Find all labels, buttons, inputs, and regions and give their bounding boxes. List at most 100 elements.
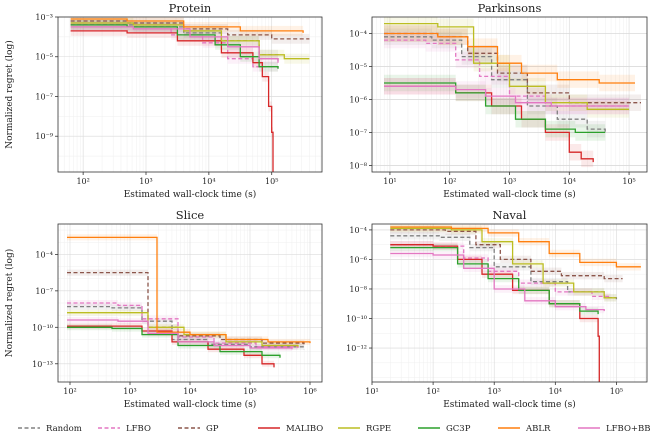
legend-label: RGPE bbox=[366, 424, 391, 434]
line-ablr bbox=[70, 18, 304, 33]
line-lfbo-plus-bb bbox=[70, 26, 279, 63]
x-tick-label: 10³ bbox=[123, 387, 136, 396]
y-tick-label: 10⁻⁷ bbox=[35, 92, 53, 101]
line-rgpe bbox=[390, 227, 617, 299]
panel-protein: 10² 10³ 10⁴ 10⁵ 10⁻³ 10⁻⁵ 10⁻⁷ 10⁻⁹ Protein Estim… bbox=[4, 1, 323, 200]
line-lfbo-plus-bb bbox=[390, 252, 605, 312]
series-group bbox=[70, 17, 310, 172]
line-lfbo bbox=[384, 39, 630, 107]
x-tick-label: 10⁵ bbox=[243, 387, 256, 396]
x-tick-label: 10³ bbox=[503, 177, 516, 186]
x-tick-label: 10² bbox=[63, 387, 76, 396]
legend-item-ablr: ABLR bbox=[498, 424, 551, 434]
plot-frame bbox=[371, 223, 648, 383]
x-tick-label: 10³ bbox=[139, 177, 152, 186]
y-tick-label: 10⁻⁹ bbox=[35, 132, 53, 141]
band-lfbo-plus-bb bbox=[390, 249, 605, 315]
y-axis-label: Normalized regret (log) bbox=[4, 40, 15, 149]
legend-label: GC3P bbox=[446, 424, 471, 434]
x-tick-label: 10⁶ bbox=[303, 387, 316, 396]
x-tick-label: 10⁴ bbox=[202, 177, 215, 186]
line-gc3p bbox=[390, 246, 599, 315]
y-tick-label: 10⁻¹⁰ bbox=[346, 315, 367, 324]
x-tick-label: 10¹ bbox=[365, 387, 378, 396]
line-malibo bbox=[390, 244, 600, 382]
band-gp bbox=[390, 226, 623, 283]
band-ablr bbox=[384, 25, 635, 92]
band-lfbo bbox=[70, 20, 278, 76]
legend-label: ABLR bbox=[525, 424, 551, 434]
y-tick-label: 10⁻⁴ bbox=[35, 250, 53, 259]
legend-item-gp: GP bbox=[178, 424, 219, 434]
legend-item-random: Random bbox=[18, 424, 82, 434]
x-tick-label: 10² bbox=[426, 387, 439, 396]
band-lfbo bbox=[384, 31, 630, 115]
legend-item-lfbo-plus-bb: LFBO+BB bbox=[578, 424, 651, 434]
band-lfbo-plus-bb bbox=[70, 22, 278, 68]
legend-item-rgpe: RGPE bbox=[338, 424, 391, 434]
grid bbox=[57, 16, 322, 172]
line-rgpe bbox=[70, 22, 310, 60]
panel-title: Slice bbox=[176, 208, 205, 222]
y-tick-label: 10⁻¹³ bbox=[32, 360, 53, 369]
line-gp bbox=[390, 229, 623, 280]
x-tick-label: 10⁴ bbox=[183, 387, 196, 396]
band-rgpe bbox=[384, 17, 630, 118]
line-ablr bbox=[390, 226, 641, 268]
series-group bbox=[384, 17, 641, 171]
panel-naval: 10¹ 10² 10³ 10⁴ 10⁵ 10⁻⁴ 10⁻⁶ 10⁻⁸ 10⁻¹⁰ 10⁻¹² Nav… bbox=[346, 208, 648, 410]
x-axis-label: Estimated wall-clock time (s) bbox=[124, 399, 257, 410]
x-tick-label: 10³ bbox=[488, 387, 501, 396]
panel-title: Protein bbox=[169, 1, 212, 15]
y-tick-label: 10⁻⁵ bbox=[35, 53, 53, 62]
panel-title: Naval bbox=[493, 208, 527, 222]
line-malibo bbox=[70, 30, 274, 172]
line-lfbo-plus-bb bbox=[67, 319, 293, 350]
x-axis-label: Estimated wall-clock time (s) bbox=[124, 189, 257, 200]
y-axis-label: Normalized regret (log) bbox=[4, 249, 15, 358]
band-random bbox=[384, 28, 606, 141]
y-tick-label: 10⁻⁴ bbox=[349, 29, 367, 38]
x-tick-label: 10² bbox=[443, 177, 456, 186]
x-axis-label: Estimated wall-clock time (s) bbox=[443, 189, 576, 200]
grid bbox=[372, 17, 647, 172]
y-tick-label: 10⁻⁵ bbox=[349, 62, 367, 71]
line-ablr bbox=[384, 32, 635, 84]
y-tick-label: 10⁻¹⁰ bbox=[32, 323, 53, 332]
panel-title: Parkinsons bbox=[478, 1, 542, 15]
plot-frame bbox=[57, 16, 323, 173]
x-tick-label: 10⁴ bbox=[563, 177, 576, 186]
panel-parkinsons: 10¹ 10² 10³ 10⁴ 10⁵ 10⁻⁴ 10⁻⁵ 10⁻⁶ 10⁻⁷ 10⁻⁸ Parki… bbox=[349, 1, 648, 200]
grid bbox=[58, 224, 322, 382]
y-tick-label: 10⁻⁷ bbox=[35, 287, 53, 296]
legend-label: Random bbox=[46, 424, 82, 434]
band-gc3p bbox=[384, 74, 606, 141]
line-gp bbox=[70, 20, 310, 40]
line-gc3p bbox=[384, 82, 606, 134]
legend-label: LFBO+BB bbox=[606, 424, 651, 434]
line-gc3p bbox=[67, 326, 281, 358]
band-random bbox=[390, 232, 617, 303]
y-tick-label: 10⁻⁸ bbox=[349, 285, 367, 294]
y-tick-label: 10⁻¹² bbox=[346, 344, 367, 353]
line-gp bbox=[67, 271, 305, 345]
band-gp bbox=[384, 25, 641, 112]
legend-item-malibo: MALIBO bbox=[258, 424, 323, 434]
x-axis-label: Estimated wall-clock time (s) bbox=[443, 399, 576, 410]
x-tick-label: 10² bbox=[76, 177, 89, 186]
x-tick-label: 10⁵ bbox=[265, 177, 278, 186]
x-tick-label: 10⁵ bbox=[610, 387, 623, 396]
y-tick-label: 10⁻³ bbox=[35, 13, 53, 22]
legend-item-lfbo: LFBO bbox=[98, 424, 151, 434]
x-tick-label: 10⁴ bbox=[549, 387, 562, 396]
panel-slice: 10² 10³ 10⁴ 10⁵ 10⁶ 10⁻⁴ 10⁻⁷ 10⁻¹⁰ 10⁻¹³ Slice Es… bbox=[4, 208, 323, 410]
x-tick-label: 10⁵ bbox=[622, 177, 635, 186]
line-lfbo-plus-bb bbox=[384, 85, 630, 107]
band-rgpe bbox=[390, 224, 617, 302]
y-tick-label: 10⁻⁶ bbox=[349, 95, 367, 104]
legend-label: GP bbox=[206, 424, 219, 434]
legend-item-gc3p: GC3P bbox=[418, 424, 471, 434]
legend-label: MALIBO bbox=[286, 424, 323, 434]
series-group bbox=[390, 224, 641, 382]
